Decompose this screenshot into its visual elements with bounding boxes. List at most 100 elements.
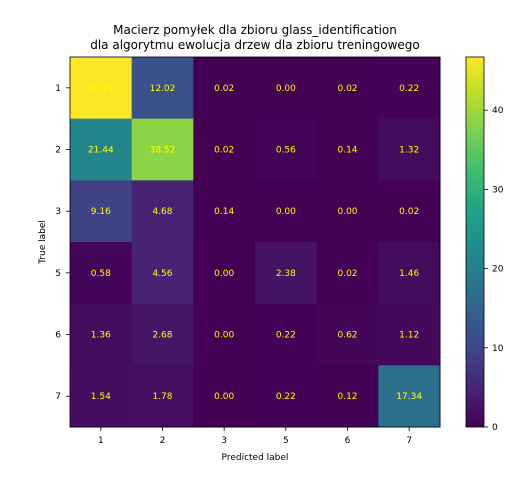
cell-value-label: 1.46 (399, 269, 419, 279)
x-tick-label: 2 (160, 436, 166, 446)
cell-value-label: 1.32 (399, 146, 419, 156)
cell-value-label: 0.02 (399, 207, 419, 217)
cell-value-label: 0.02 (214, 84, 234, 94)
heatmap-cell (378, 242, 441, 305)
cell-value-label: 4.68 (152, 207, 172, 217)
cell-value-label: 0.00 (214, 331, 234, 341)
heatmap-cell (70, 57, 133, 120)
y-tick-label: 5 (55, 269, 61, 279)
heatmap-cell (193, 242, 256, 305)
x-axis-label: Predicted label (222, 453, 289, 463)
colorbar-frame (465, 56, 485, 428)
cell-value-label: 0.22 (276, 392, 296, 402)
heatmap-cell (193, 118, 256, 181)
heatmap-cell (131, 242, 194, 305)
cell-value-label: 0.62 (337, 331, 357, 341)
heatmap: 46.72 12.02 0.02 0.00 0.02 0.22 21.44 38.52 0.02… (69, 56, 441, 428)
y-tick-label: 7 (55, 392, 61, 402)
heatmap-cell (193, 180, 256, 243)
cell-value-label: 0.00 (214, 269, 234, 279)
heatmap-cell (131, 180, 194, 243)
cell-value-label: 21.44 (88, 146, 114, 156)
heatmap-cell (131, 118, 194, 181)
cell-value-label: 1.54 (91, 392, 111, 402)
heatmap-cell (255, 118, 318, 181)
plot-frame (69, 56, 441, 428)
x-tick-label: 6 (345, 436, 351, 446)
cell-value-label: 4.56 (152, 269, 172, 279)
cell-value-label: 2.68 (152, 331, 172, 341)
heatmap-cell (70, 118, 133, 181)
x-tick-label: 7 (406, 436, 412, 446)
colorbar-tick-label: 20 (492, 265, 504, 275)
heatmap-cell (316, 57, 379, 120)
heatmap-cell (378, 180, 441, 243)
x-tick-label: 5 (283, 436, 289, 446)
cell-value-label: 0.00 (337, 207, 357, 217)
x-tick-label: 1 (98, 436, 104, 446)
chart-title-line-2: dla algorytmu ewolucja drzew dla zbioru … (90, 38, 420, 52)
cell-value-label: 12.02 (150, 84, 176, 94)
cell-value-label: 0.22 (276, 331, 296, 341)
cell-value-label: 17.34 (396, 392, 422, 402)
cell-value-label: 2.38 (276, 269, 296, 279)
cell-value-label: 0.14 (337, 146, 357, 156)
heatmap-cell (193, 303, 256, 366)
cell-value-label: 1.12 (399, 331, 419, 341)
cell-value-label: 0.14 (214, 207, 234, 217)
cell-value-label: 0.00 (276, 84, 296, 94)
heatmap-cell (255, 303, 318, 366)
heatmap-cell (70, 180, 133, 243)
heatmap-cell (131, 365, 194, 428)
heatmap-cell (131, 57, 194, 120)
heatmap-cell (316, 118, 379, 181)
y-tick-label: 1 (55, 84, 61, 94)
heatmap-cell (193, 57, 256, 120)
cell-value-label: 0.00 (276, 207, 296, 217)
heatmap-cell (70, 303, 133, 366)
heatmap-cell (316, 365, 379, 428)
cell-value-label: 0.12 (337, 392, 357, 402)
heatmap-cell (193, 365, 256, 428)
cell-value-label: 0.02 (214, 146, 234, 156)
heatmap-cell (255, 242, 318, 305)
cell-value-label: 0.02 (337, 269, 357, 279)
cell-value-label: 1.78 (152, 392, 172, 402)
y-axis-label: True label (38, 220, 48, 265)
colorbar: 0 10 20 30 40 (465, 56, 504, 433)
cell-value-label: 0.56 (276, 146, 296, 156)
colorbar-tick-label: 10 (492, 344, 504, 354)
cell-value-label: 1.36 (91, 331, 111, 341)
cell-value-label: 9.16 (91, 207, 111, 217)
colorbar-tick-label: 40 (492, 106, 504, 116)
cell-value-label: 0.22 (399, 84, 419, 94)
cell-value-label: 0.00 (214, 392, 234, 402)
y-axis-ticks: 1 2 3 5 6 7 (55, 84, 70, 402)
heatmap-cell (70, 365, 133, 428)
y-tick-label: 2 (55, 146, 61, 156)
heatmap-cell (378, 365, 441, 428)
cell-value-label: 38.52 (150, 146, 176, 156)
x-tick-label: 3 (221, 436, 227, 446)
cell-value-label: 0.58 (91, 269, 111, 279)
heatmap-cell (378, 303, 441, 366)
heatmap-cell (316, 180, 379, 243)
colorbar-gradient (466, 57, 484, 428)
heatmap-cell (255, 365, 318, 428)
heatmap-cell (316, 303, 379, 366)
heatmap-cell (131, 303, 194, 366)
heatmap-cell (316, 242, 379, 305)
cell-value-label: 0.02 (337, 84, 357, 94)
colorbar-tick-label: 30 (492, 185, 504, 195)
y-tick-label: 3 (55, 207, 61, 217)
colorbar-tick-label: 0 (492, 423, 498, 433)
y-tick-label: 6 (55, 331, 61, 341)
heatmap-cell (255, 180, 318, 243)
heatmap-cell (70, 242, 133, 305)
cell-value-label: 46.72 (88, 84, 114, 94)
heatmap-cell (378, 118, 441, 181)
heatmap-cell (378, 57, 441, 120)
heatmap-cell (255, 57, 318, 120)
chart-title-line-1: Macierz pomyłek dla zbioru glass_identif… (113, 23, 397, 37)
